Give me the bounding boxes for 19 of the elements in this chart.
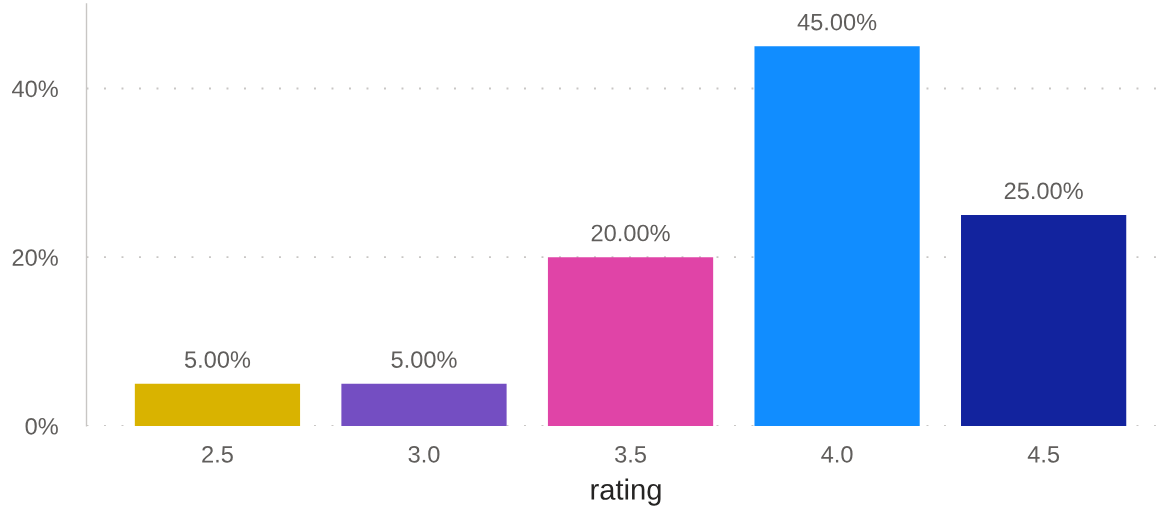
x-tick-label: 4.5 — [1027, 446, 1060, 463]
y-tick-label: 40% — [12, 80, 58, 98]
bar — [547, 257, 714, 426]
x-tick-label: 4.0 — [821, 445, 853, 463]
data-label: 25.00% — [1004, 182, 1083, 200]
data-label: 5.00% — [391, 351, 457, 368]
data-label: 5.00% — [184, 351, 251, 368]
x-tick-label: 2.5 — [202, 445, 233, 463]
x-axis-title: rating — [591, 478, 661, 506]
y-tick-label: 20% — [12, 249, 58, 266]
x-tick-label: 3.5 — [615, 445, 646, 463]
bar — [754, 46, 920, 426]
data-label: 45.00% — [797, 13, 877, 31]
bar — [341, 383, 507, 426]
y-tick-label: 0% — [25, 417, 58, 435]
data-label: 20.00% — [591, 224, 670, 242]
bar — [134, 383, 301, 426]
bar — [961, 214, 1127, 426]
x-tick-label: 3.0 — [408, 445, 440, 463]
